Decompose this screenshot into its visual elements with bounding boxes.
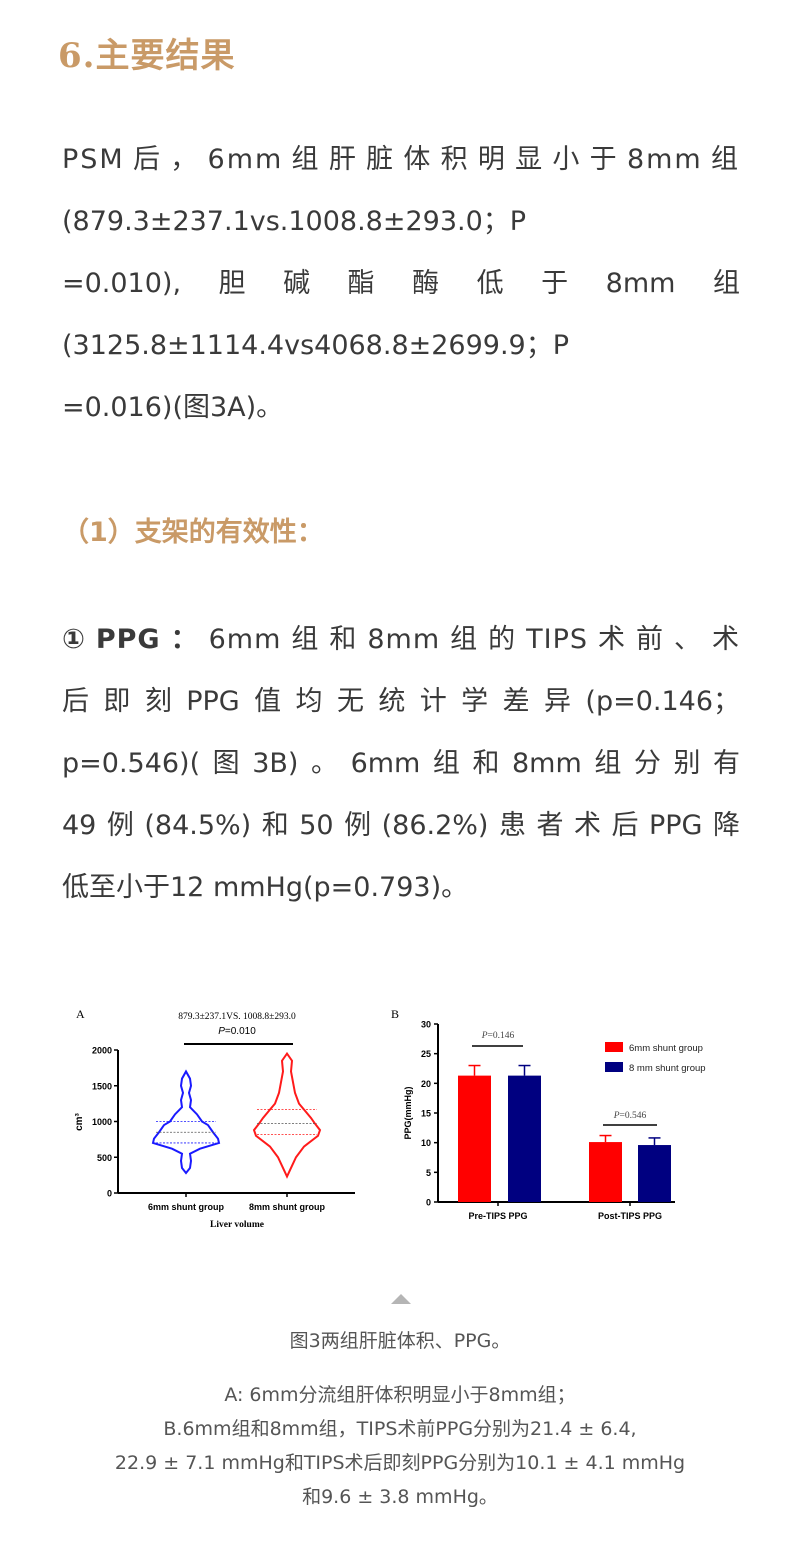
subheading-stent-efficacy: （1）支架的有效性：: [62, 517, 324, 548]
panel-label-b: B: [391, 1007, 399, 1021]
paragraph-line: PSM后，6mm组肝脏体积明显小于8mm组: [62, 144, 740, 175]
category-label: Pre-TIPS PPG: [468, 1211, 527, 1221]
paragraph-line: =0.016)(图3A)。: [62, 392, 284, 423]
paragraph-line: 低至小于12 mmHg(p=0.793)。: [62, 872, 469, 903]
legend-label: 8 mm shunt group: [629, 1063, 706, 1074]
p-italic: P: [218, 1026, 225, 1037]
annotation-p-pre: P=0.146: [481, 1031, 515, 1041]
y-tick-label: 5: [426, 1168, 431, 1178]
p-italic: P: [613, 1111, 620, 1121]
y-tick-label: 500: [97, 1153, 112, 1163]
violin-8mm: [252, 1051, 322, 1179]
p-value: =0.010: [225, 1026, 256, 1037]
section-title: 6.主要结果: [58, 36, 236, 76]
caption-line: 和9.6 ± 3.8 mmHg。: [302, 1486, 498, 1508]
legend-swatch: [605, 1042, 623, 1052]
y-tick-label: 0: [426, 1198, 431, 1208]
bar: [508, 1075, 541, 1202]
panel-label-a: A: [76, 1007, 85, 1021]
p-value: =0.546: [620, 1111, 647, 1121]
category-label: 6mm shunt group: [148, 1202, 225, 1212]
y-tick-label: 1500: [92, 1081, 112, 1091]
chart-a-title: 879.3±237.1VS. 1008.8±293.0: [178, 1012, 296, 1022]
figure-caption-title: 图3两组肝脏体积、PPG。: [289, 1330, 511, 1352]
chart-a-liver-volume: A 879.3±237.1VS. 1008.8±293.0 P=0.010 0 5…: [74, 1007, 355, 1230]
paragraph-line: =0.010),胆碱酯酶低于8mm组: [62, 268, 740, 299]
y-axis-label: cm³: [74, 1112, 85, 1130]
paragraph-line: 后即刻PPG值均无统计学差异(p=0.146；: [62, 686, 740, 717]
y-tick-label: 25: [421, 1049, 431, 1059]
chart-a-p-value: P=0.010: [218, 1026, 256, 1037]
bar: [638, 1145, 671, 1202]
caption-line: A: 6mm分流组肝体积明显小于8mm组；: [224, 1384, 576, 1406]
legend-swatch: [605, 1062, 623, 1072]
y-tick-label: 30: [421, 1020, 431, 1030]
paragraph-line: 49例(84.5%)和50例(86.2%)患者术后PPG降: [62, 810, 740, 841]
y-tick-label: 15: [421, 1109, 431, 1119]
y-tick-label: 2000: [92, 1046, 112, 1056]
caption-line: 22.9 ± 7.1 mmHg和TIPS术后即刻PPG分别为10.1 ± 4.1…: [114, 1452, 686, 1474]
legend-label: 6mm shunt group: [629, 1043, 703, 1054]
paragraph-line: (3125.8±1114.4vs4068.8±2699.9；P: [62, 330, 570, 361]
paragraph-line: (879.3±237.1vs.1008.8±293.0；P: [62, 206, 527, 237]
figure-3: A 879.3±237.1VS. 1008.8±293.0 P=0.010 05…: [74, 1007, 706, 1230]
y-tick-label: 1000: [92, 1117, 112, 1127]
paragraph-ppg: ①PPG：6mm组和8mm组的TIPS术前、术 后即刻PPG值均无统计学差异(p…: [62, 609, 740, 919]
paragraph-line: p=0.546)(图3B)。6mm组和8mm组分别有: [62, 748, 740, 779]
bar: [589, 1142, 622, 1202]
p-italic: P: [481, 1031, 488, 1041]
category-label: Post-TIPS PPG: [598, 1211, 662, 1221]
annotation-p-post: P=0.546: [613, 1111, 647, 1121]
caption-triangle-icon: [391, 1294, 411, 1304]
p-value: =0.146: [488, 1031, 515, 1041]
y-tick-label: 10: [421, 1138, 431, 1148]
y-tick-label: 0: [107, 1189, 112, 1199]
ppg-lead: ①PPG：: [62, 624, 209, 655]
violin-6mm: [151, 1069, 221, 1175]
category-label: 8mm shunt group: [249, 1202, 326, 1212]
bar: [458, 1075, 491, 1202]
paragraph-liver-volume: PSM后，6mm组肝脏体积明显小于8mm组 (879.3±237.1vs.100…: [62, 129, 740, 439]
paragraph-text: 6mm组和8mm组的TIPS术前、术: [208, 624, 740, 655]
figure-caption-notes: A: 6mm分流组肝体积明显小于8mm组； B.6mm组和8mm组，TIPS术前…: [40, 1378, 760, 1514]
x-axis-label: Liver volume: [210, 1220, 264, 1230]
caption-line: B.6mm组和8mm组，TIPS术前PPG分别为21.4 ± 6.4,: [163, 1418, 637, 1440]
y-axis-label: PPG(mmHg): [403, 1086, 413, 1139]
y-tick-label: 20: [421, 1079, 431, 1089]
paragraph-line: ①PPG：6mm组和8mm组的TIPS术前、术: [62, 609, 740, 671]
